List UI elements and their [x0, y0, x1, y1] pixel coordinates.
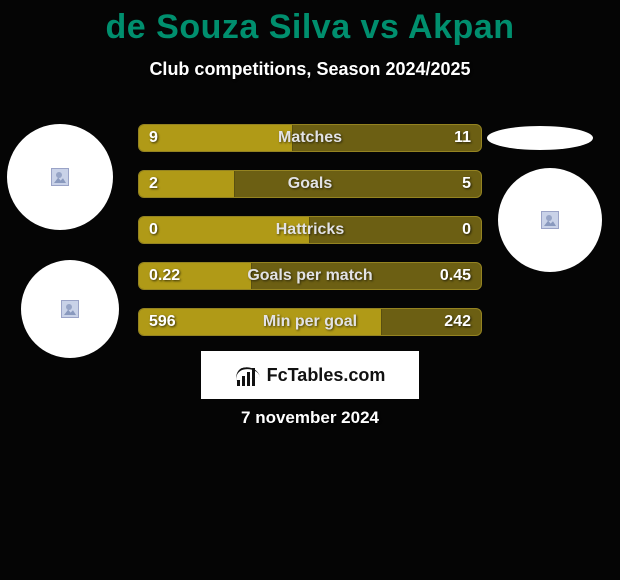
stat-row: 0 Hattricks 0 [138, 216, 482, 244]
right-player-avatar [487, 126, 593, 150]
brand-watermark: FcTables.com [201, 351, 419, 399]
stat-left-value: 0.22 [149, 263, 180, 289]
left-player-avatar [7, 124, 113, 230]
stat-right-value: 0.45 [440, 263, 471, 289]
stat-left-value: 596 [149, 309, 176, 335]
bar-chart-icon [235, 364, 261, 386]
left-club-badge [21, 260, 119, 358]
page-subtitle: Club competitions, Season 2024/2025 [0, 59, 620, 80]
stat-right-value: 0 [462, 217, 471, 243]
brand-text: FcTables.com [267, 365, 386, 386]
missing-image-icon [541, 211, 559, 229]
missing-image-icon [61, 300, 79, 318]
stat-row: 2 Goals 5 [138, 170, 482, 198]
stat-fill [139, 125, 293, 151]
stat-row: 9 Matches 11 [138, 124, 482, 152]
stats-bars: 9 Matches 11 2 Goals 5 0 Hattricks 0 0.2… [138, 124, 482, 354]
stat-right-value: 242 [444, 309, 471, 335]
stat-left-value: 2 [149, 171, 158, 197]
stat-left-value: 0 [149, 217, 158, 243]
stat-row: 596 Min per goal 242 [138, 308, 482, 336]
stat-fill [139, 217, 310, 243]
missing-image-icon [51, 168, 69, 186]
stat-left-value: 9 [149, 125, 158, 151]
stat-right-value: 11 [454, 125, 471, 151]
footer-date: 7 november 2024 [0, 408, 620, 428]
stat-row: 0.22 Goals per match 0.45 [138, 262, 482, 290]
right-club-badge [498, 168, 602, 272]
page-title: de Souza Silva vs Akpan [0, 0, 620, 47]
comparison-infographic: de Souza Silva vs Akpan Club competition… [0, 0, 620, 580]
stat-right-value: 5 [462, 171, 471, 197]
